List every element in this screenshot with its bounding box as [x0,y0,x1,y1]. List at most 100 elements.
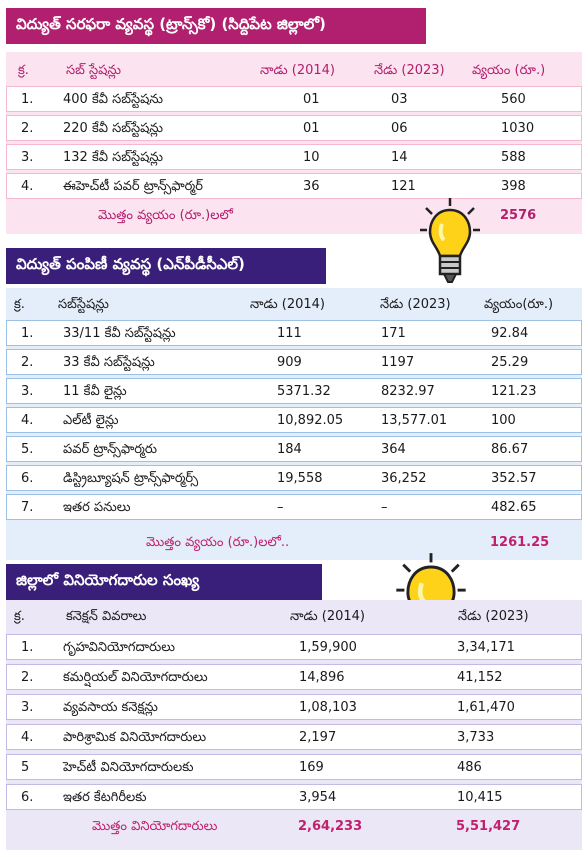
cell-item: 220 కేవీ సబ్‌స్టేషన్లు [63,121,164,136]
cell-cost: 92.84 [491,326,529,341]
cell-serial: 5. [21,442,34,457]
table-row: 1. గృహవినియోగదారులు 1,59,900 3,34,171 [6,634,582,660]
cell-cost: 560 [501,92,526,107]
col-header-2014: నాడు (2014) [260,63,335,78]
cell-2014: 10,892.05 [277,413,344,428]
cell-2014: 169 [299,760,324,775]
cell-serial: 4. [21,730,34,745]
table-row: 1. 400 కేవీ సబ్‌స్టేషను 01 03 560 [6,86,582,112]
cell-2014: 909 [277,355,302,370]
cell-2023: 121 [391,179,416,194]
section-title-transco: విద్యుత్ సరఫరా వ్యవస్థ (ట్రాన్స్‌కో) (సి… [6,8,426,44]
cell-2014: – [277,500,284,515]
cell-item: ఇతర పనులు [63,500,131,515]
cell-cost: 86.67 [491,442,529,457]
cell-2023: 364 [381,442,406,457]
table-row: 6. ఇతర కేటగిరీలకు 3,954 10,415 [6,784,582,810]
cell-2014: 5371.32 [277,384,331,399]
cell-2014: 01 [303,121,320,136]
cell-2023: 06 [391,121,408,136]
table-total-row: మొత్తం వినియోగదారులు 2,64,233 5,51,427 [6,814,582,840]
total-value: 1261.25 [490,535,550,550]
cell-serial: 1. [21,92,34,107]
table-row: 2. 220 కేవీ సబ్‌స్టేషన్లు 01 06 1030 [6,115,582,141]
cell-item: ఎల్‌టీ లైన్లు [63,413,119,428]
cell-2023: 486 [457,760,482,775]
section-title-npdcl: విద్యుత్ పంపిణీ వ్యవస్థ (ఎన్‌పీడీసీఎల్) [6,248,326,284]
cell-2023: – [381,500,388,515]
table-header: క్ర. సబ్ స్టేషన్లు నాడు (2014) నేడు (202… [6,58,582,84]
cell-item: పారిశ్రామిక వినియోగదారులు [63,730,207,745]
cell-item: ఇతర కేటగిరీలకు [63,790,147,805]
total-label: మొత్తం వ్యయం (రూ.)లలో [98,208,233,223]
cell-2014: 111 [277,326,302,341]
col-header-2023: నేడు (2023) [458,609,529,624]
total-label: మొత్తం వ్యయం (రూ.)లలో.. [146,535,290,550]
cell-cost: 1030 [501,121,535,136]
cell-2023: 8232.97 [381,384,435,399]
cell-serial: 4. [21,179,34,194]
table-row: 3. వ్యవసాయ కనెక్షన్లు 1,08,103 1,61,470 [6,694,582,720]
cell-item: కమర్షియల్ వినియోగదారులు [63,670,208,685]
cell-2014: 3,954 [299,790,337,805]
cell-serial: 3. [21,700,34,715]
cell-serial: 2. [21,355,34,370]
cell-2014: 1,59,900 [299,640,357,655]
cell-serial: 3. [21,150,34,165]
col-header-cost: వ్యయం (రూ.) [472,63,546,78]
cell-cost: 482.65 [491,500,537,515]
cell-2023: 36,252 [381,471,427,486]
cell-item: 11 కేవీ లైన్లు [63,384,127,399]
cell-2023: 03 [391,92,408,107]
col-header-item: సబ్‌స్టేషన్లు [58,297,109,312]
col-header-serial: క్ర. [14,297,25,312]
total-2023: 5,51,427 [456,819,521,834]
cell-serial: 1. [21,326,34,341]
cell-2023: 1197 [381,355,415,370]
cell-2023: 3,733 [457,730,495,745]
cell-serial: 7. [21,500,34,515]
section-title-consumers: జిల్లాలో వినియోగదారుల సంఖ్య [6,564,322,600]
cell-cost: 588 [501,150,526,165]
col-header-2023: నేడు (2023) [374,63,445,78]
table-row: 2. కమర్షియల్ వినియోగదారులు 14,896 41,152 [6,664,582,690]
cell-item: పవర్ ట్రాన్స్‌ఫార్మరు [63,442,158,457]
col-header-item: సబ్ స్టేషన్లు [66,63,122,78]
cell-2023: 41,152 [457,670,503,685]
cell-2023: 171 [381,326,406,341]
cell-cost: 352.57 [491,471,537,486]
col-header-2014: నాడు (2014) [290,609,365,624]
total-label: మొత్తం వినియోగదారులు [92,819,218,834]
cell-item: 33 కేవీ సబ్‌స్టేషన్లు [63,355,155,370]
cell-cost: 25.29 [491,355,529,370]
table-header: క్ర. సబ్‌స్టేషన్లు నాడు (2014) నేడు (202… [6,292,582,318]
cell-item: 132 కేవీ సబ్‌స్టేషన్లు [63,150,164,165]
cell-serial: 2. [21,670,34,685]
cell-2023: 3,34,171 [457,640,515,655]
table-row: 1. 33/11 కేవీ సబ్‌స్టేషన్లు 111 171 92.8… [6,320,582,346]
cell-cost: 398 [501,179,526,194]
col-header-2023: నేడు (2023) [380,297,451,312]
table-total-row: మొత్తం వ్యయం (రూ.)లలో.. 1261.25 [6,530,582,556]
cell-serial: 3. [21,384,34,399]
col-header-cost: వ్యయం(రూ.) [484,297,554,312]
table-transco [6,52,582,234]
col-header-item: కనెక్షన్ వివరాలు [66,609,147,624]
cell-item: గృహవినియోగదారులు [63,640,175,655]
cell-2023: 13,577.01 [381,413,448,428]
cell-2014: 19,558 [277,471,323,486]
col-header-serial: క్ర. [18,63,29,78]
table-row: 6. డిస్ట్రిబ్యూషన్ ట్రాన్స్‌ఫార్మర్స్ 19… [6,465,582,491]
total-2014: 2,64,233 [298,819,363,834]
cell-item: 33/11 కేవీ సబ్‌స్టేషన్లు [63,326,176,341]
table-row: 3. 132 కేవీ సబ్‌స్టేషన్లు 10 14 588 [6,144,582,170]
cell-cost: 121.23 [491,384,537,399]
table-total-row: మొత్తం వ్యయం (రూ.)లలో 2576 [6,203,582,229]
cell-item: 400 కేవీ సబ్‌స్టేషను [63,92,164,107]
table-header: క్ర. కనెక్షన్ వివరాలు నాడు (2014) నేడు (… [6,604,582,630]
table-row: 4. ఎల్‌టీ లైన్లు 10,892.05 13,577.01 100 [6,407,582,433]
cell-item: వ్యవసాయ కనెక్షన్లు [63,700,158,715]
cell-2014: 1,08,103 [299,700,357,715]
table-row: 3. 11 కేవీ లైన్లు 5371.32 8232.97 121.23 [6,378,582,404]
col-header-serial: క్ర. [14,609,25,624]
